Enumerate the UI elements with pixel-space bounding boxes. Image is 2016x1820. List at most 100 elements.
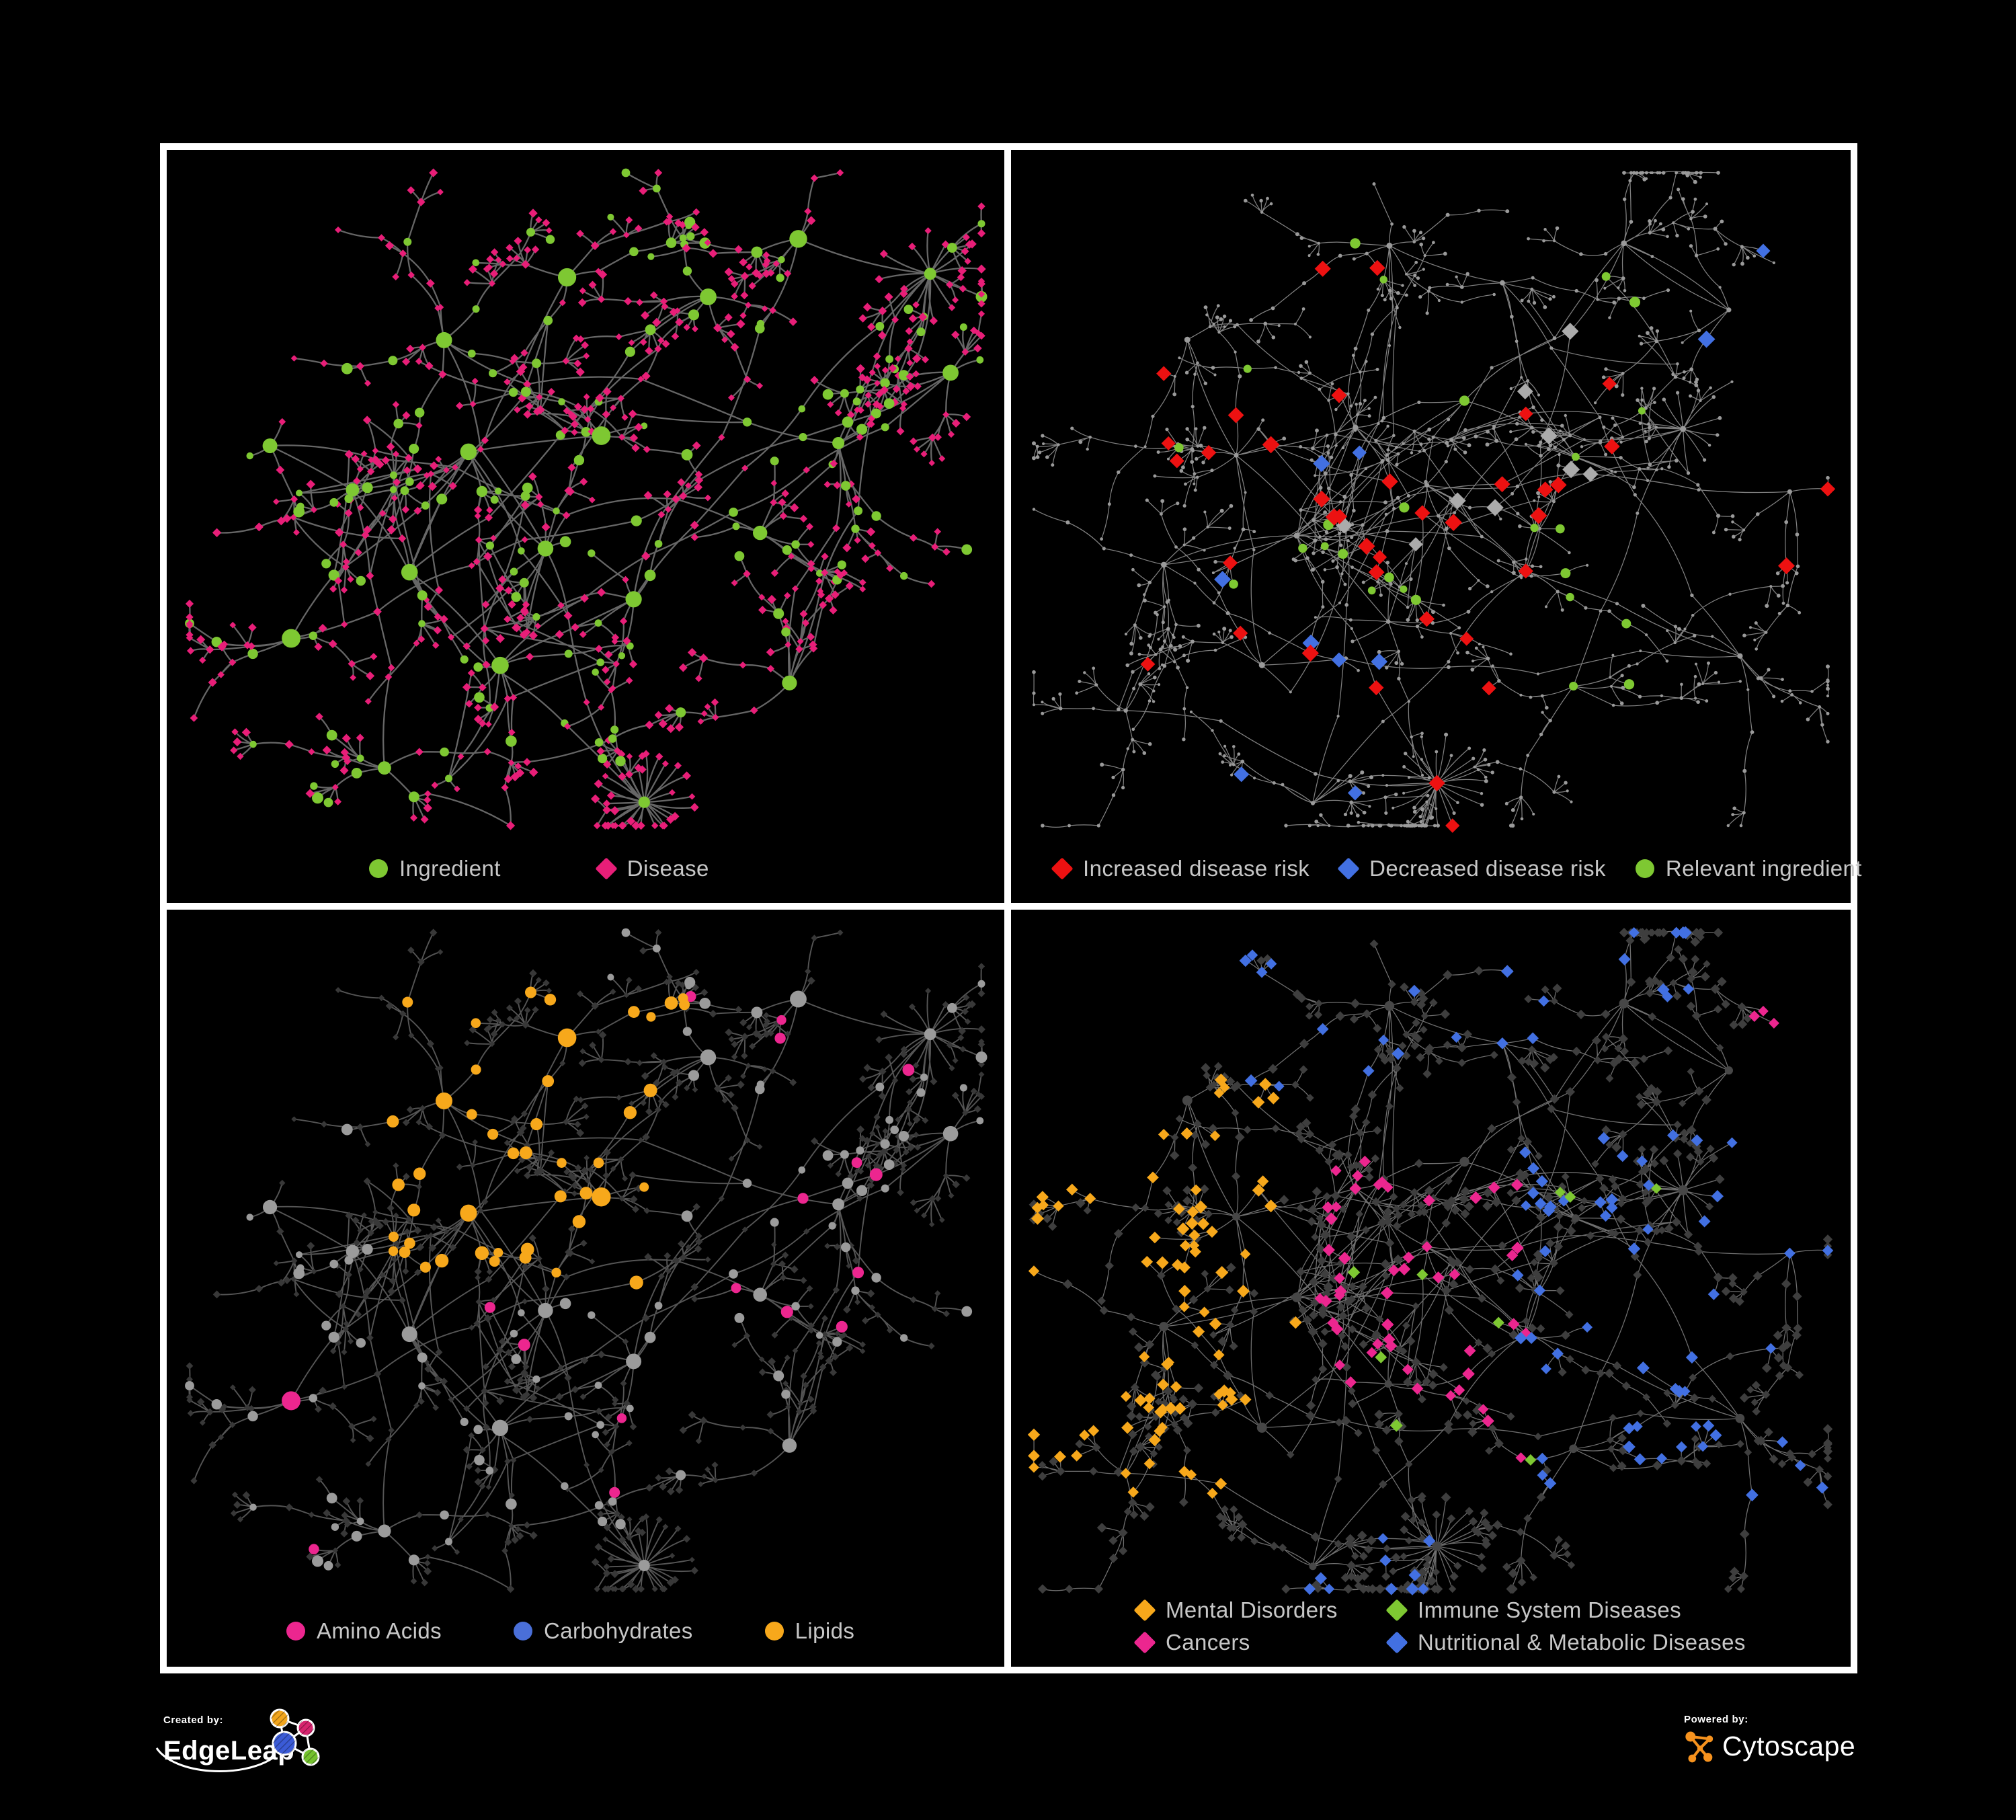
network-node xyxy=(485,1275,493,1283)
network-node xyxy=(248,623,257,632)
network-node xyxy=(1530,426,1534,430)
network-node xyxy=(618,1195,625,1202)
network-node xyxy=(1718,680,1720,684)
network-node xyxy=(1752,254,1757,258)
network-node xyxy=(1348,779,1353,783)
network-node xyxy=(1483,758,1488,762)
network-node xyxy=(1516,1528,1525,1536)
network-node xyxy=(1772,695,1776,699)
network-node xyxy=(1340,1342,1350,1351)
network-node xyxy=(306,1552,315,1561)
network-node xyxy=(1494,438,1499,443)
network-node xyxy=(353,1238,360,1246)
network-node xyxy=(1636,511,1640,515)
network-node xyxy=(824,1242,831,1249)
network-node xyxy=(831,590,840,599)
network-node xyxy=(524,1006,531,1014)
network-node xyxy=(1555,1187,1566,1198)
network-node xyxy=(669,789,676,796)
network-node xyxy=(1636,398,1640,402)
network-node xyxy=(1190,1184,1202,1196)
network-node xyxy=(1214,571,1232,588)
network-node xyxy=(572,1215,586,1228)
network-node xyxy=(544,994,557,1006)
network-node xyxy=(528,208,538,218)
network-node xyxy=(916,327,926,337)
network-node xyxy=(1374,438,1378,442)
network-node xyxy=(1726,307,1732,313)
network-node xyxy=(1689,1393,1699,1403)
network-node xyxy=(1184,482,1187,486)
network-node xyxy=(1178,356,1181,360)
network-node xyxy=(1530,523,1539,532)
network-node xyxy=(1348,1324,1357,1334)
network-node xyxy=(212,1290,221,1299)
network-node xyxy=(1402,225,1406,229)
network-node xyxy=(490,702,499,712)
network-node xyxy=(1099,1306,1108,1315)
network-node xyxy=(523,758,531,766)
network-node xyxy=(1339,543,1343,547)
network-node xyxy=(1232,1080,1242,1091)
network-node xyxy=(1514,437,1519,442)
network-node xyxy=(1422,268,1425,271)
network-node xyxy=(1203,510,1207,514)
network-node xyxy=(1642,928,1651,937)
network-node xyxy=(1599,609,1603,613)
network-node xyxy=(1702,1459,1711,1468)
network-node xyxy=(1410,736,1413,739)
network-node xyxy=(846,411,855,419)
network-node xyxy=(1510,315,1514,319)
network-node xyxy=(1636,928,1646,937)
network-node xyxy=(1258,1078,1272,1091)
network-node xyxy=(1315,1146,1324,1155)
network-node xyxy=(908,242,916,251)
legend-item: Mental Disorders xyxy=(1133,1597,1387,1624)
network-node xyxy=(795,645,803,654)
network-node xyxy=(511,1536,520,1544)
network-node xyxy=(1602,1032,1611,1041)
network-node xyxy=(624,1058,632,1066)
network-node xyxy=(1629,296,1640,308)
network-node xyxy=(1102,547,1106,551)
network-node xyxy=(564,1374,572,1382)
network-node xyxy=(1301,307,1305,311)
network-node xyxy=(1656,980,1665,988)
network-node xyxy=(1739,1392,1749,1403)
cytoscape-mark-nodes xyxy=(1685,1731,1713,1763)
network-node xyxy=(1143,1402,1154,1413)
network-node xyxy=(1228,319,1233,323)
network-node xyxy=(859,579,866,586)
network-node xyxy=(603,1563,610,1571)
network-node xyxy=(604,1441,610,1448)
network-node xyxy=(906,359,914,366)
network-node xyxy=(1370,824,1375,828)
network-node xyxy=(276,1227,284,1236)
network-node xyxy=(1822,1424,1833,1434)
network-node xyxy=(305,789,315,798)
network-node xyxy=(1769,1017,1779,1029)
network-node xyxy=(1673,375,1678,379)
network-node xyxy=(1153,1372,1162,1382)
network-node xyxy=(1212,601,1216,605)
network-node xyxy=(1654,426,1658,429)
network-node xyxy=(797,638,804,645)
network-node xyxy=(1238,1519,1248,1530)
network-node xyxy=(629,1423,637,1431)
network-node xyxy=(1781,601,1785,605)
network-node xyxy=(1173,374,1176,378)
network-node xyxy=(1215,1512,1225,1521)
network-node xyxy=(807,1303,814,1310)
network-node xyxy=(1623,197,1627,202)
network-node xyxy=(1562,438,1566,442)
network-node xyxy=(537,541,554,557)
network-node xyxy=(1344,1150,1353,1159)
network-node xyxy=(186,1376,193,1383)
network-node xyxy=(1635,1226,1644,1235)
network-node xyxy=(1693,1460,1703,1470)
network-node xyxy=(871,408,881,419)
network-node xyxy=(662,1524,669,1530)
network-node xyxy=(1340,1573,1350,1583)
network-node xyxy=(423,803,432,813)
network-node xyxy=(1088,436,1092,439)
